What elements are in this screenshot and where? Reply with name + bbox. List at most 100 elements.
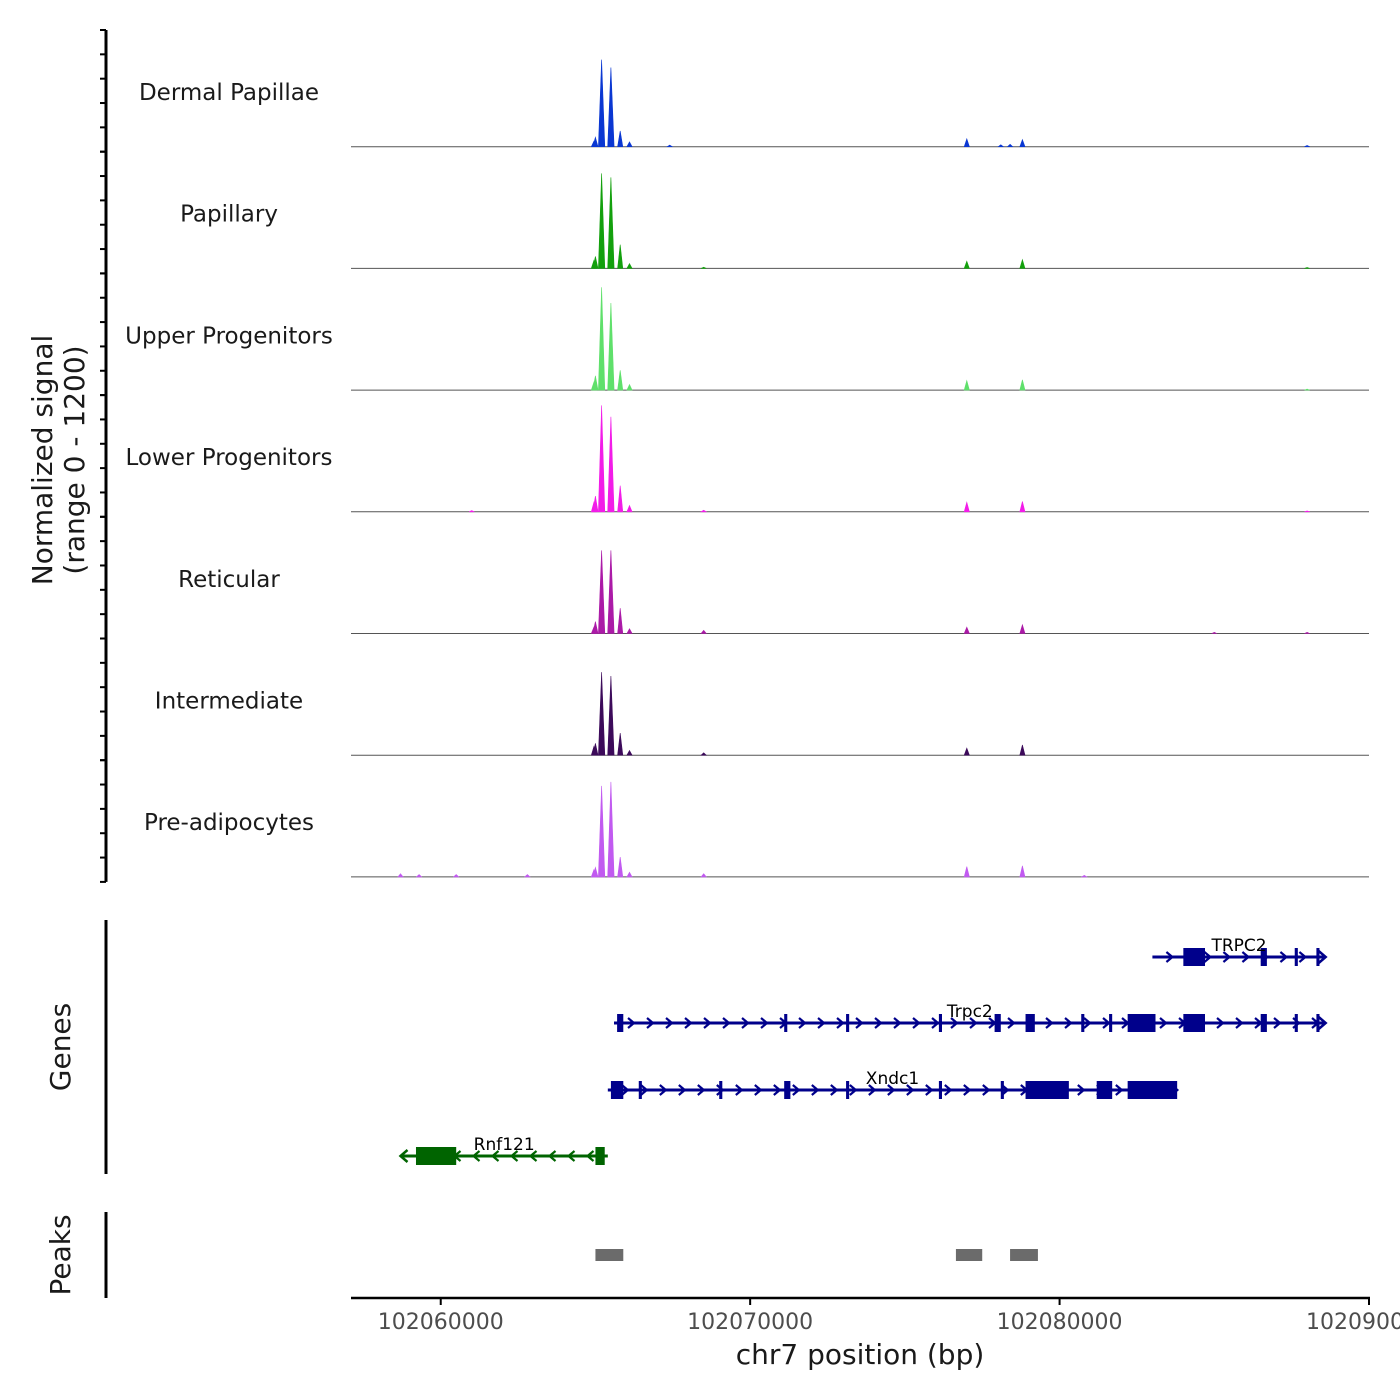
gene-exon <box>938 1014 942 1032</box>
gene-exon <box>938 1081 942 1099</box>
gene-name-label: TRPC2 <box>1210 936 1266 956</box>
strand-arrow <box>1064 1017 1073 1029</box>
strand-arrow <box>944 1084 953 1096</box>
signal-peak <box>598 785 606 878</box>
signal-peak <box>617 244 624 269</box>
signal-peak <box>607 67 615 147</box>
strand-arrow <box>906 1084 915 1096</box>
strand-arrow <box>1216 1017 1225 1029</box>
signal-peak <box>700 873 707 878</box>
x-tick-label: 102070000 <box>687 1310 813 1335</box>
strand-arrow <box>1203 951 1213 963</box>
gene-exon <box>1081 1014 1085 1032</box>
y-axis-label-line1: Normalized signal <box>26 335 59 586</box>
strand-arrow <box>855 1017 864 1029</box>
signal-peak <box>592 136 599 147</box>
strand-arrow <box>849 1084 858 1096</box>
signal-peak <box>1019 744 1026 756</box>
signal-peak <box>626 262 633 269</box>
strand-arrow <box>716 1084 725 1096</box>
signal-peak <box>1080 874 1088 878</box>
gene-exon <box>1025 1081 1069 1099</box>
strand-arrow <box>1083 1017 1092 1029</box>
gene-exon <box>1294 948 1298 966</box>
strand-arrow <box>950 1017 959 1029</box>
gene-annotation-track: TRPC2 Trpc2 Xndc1 Rnf121 <box>398 936 1328 1165</box>
signal-peak <box>607 675 615 756</box>
gene-trpc2: Trpc2 <box>614 1002 1328 1032</box>
track-upper-progenitors: Upper Progenitors <box>125 287 1369 391</box>
strand-arrow <box>1222 951 1232 963</box>
track-label: Papillary <box>180 202 278 228</box>
signal-peak <box>607 550 615 634</box>
strand-arrow <box>1298 951 1308 963</box>
signal-peak <box>598 550 606 634</box>
gene-exon <box>784 1014 788 1032</box>
strand-arrow <box>471 1150 481 1162</box>
y-axis-label-line2: (range 0 - 1200) <box>58 345 91 574</box>
strand-arrow <box>1241 951 1251 963</box>
strand-arrow <box>817 1017 826 1029</box>
gene-exon <box>846 1014 850 1032</box>
signal-peak <box>997 144 1005 147</box>
strand-arrow <box>665 1017 674 1029</box>
signal-peak <box>607 781 615 878</box>
gene-exon <box>1183 1014 1206 1032</box>
strand-arrow <box>836 1017 845 1029</box>
signal-peak <box>598 287 606 391</box>
strand-arrow <box>1279 951 1289 963</box>
gene-exon <box>595 1147 605 1165</box>
gene-exon <box>1183 948 1206 966</box>
signal-peak <box>700 629 707 634</box>
strand-arrow <box>982 1084 991 1096</box>
peak-region <box>955 1249 983 1261</box>
signal-peak <box>607 302 615 391</box>
gene-exon <box>1127 1014 1156 1032</box>
strand-arrow <box>773 1084 782 1096</box>
track-label: Pre-adipocytes <box>144 810 314 836</box>
signal-peak <box>626 871 633 878</box>
gene-exon <box>610 1081 624 1099</box>
gene-exon <box>1260 1014 1267 1032</box>
peak-region <box>1010 1249 1038 1261</box>
genes-panel-label: Genes <box>44 1003 77 1091</box>
signal-peak <box>415 874 423 878</box>
signal-peak <box>617 130 624 147</box>
strand-arrow <box>659 1084 668 1096</box>
signal-peak <box>592 866 599 878</box>
signal-peak <box>1211 631 1218 634</box>
signal-peak <box>626 628 633 634</box>
signal-peak <box>598 405 606 513</box>
strand-arrow <box>703 1017 712 1029</box>
signal-peak <box>524 874 531 878</box>
strand-arrow <box>1317 950 1328 964</box>
strand-arrow <box>1235 1017 1244 1029</box>
signal-peak <box>617 608 624 634</box>
strand-arrow <box>735 1084 744 1096</box>
track-label: Reticular <box>178 567 280 593</box>
peaks-panel-label: Peaks <box>44 1214 77 1295</box>
strand-arrow <box>969 1017 978 1029</box>
strand-arrow <box>760 1017 769 1029</box>
track-dermal-papillae: Dermal Papillae <box>139 59 1369 148</box>
strand-arrow <box>1115 1084 1124 1096</box>
x-tick-label: 102060000 <box>378 1310 504 1335</box>
track-label: Upper Progenitors <box>125 323 333 349</box>
peak-region-track <box>595 1249 1038 1261</box>
strand-arrow <box>722 1017 731 1029</box>
strand-arrow <box>1165 951 1175 963</box>
strand-arrow <box>398 1149 409 1163</box>
gene-trpc2: TRPC2 <box>1152 936 1328 966</box>
signal-peak <box>1019 623 1026 634</box>
signal-peak <box>397 873 404 878</box>
strand-arrow <box>925 1084 934 1096</box>
signal-peak <box>617 857 624 878</box>
peak-region <box>595 1249 624 1261</box>
signal-peak <box>700 752 708 756</box>
gene-exon <box>1316 948 1320 966</box>
signal-peak <box>963 866 970 878</box>
strand-arrow <box>621 1084 630 1096</box>
signal-peak <box>1019 501 1026 513</box>
strand-arrow <box>931 1017 940 1029</box>
